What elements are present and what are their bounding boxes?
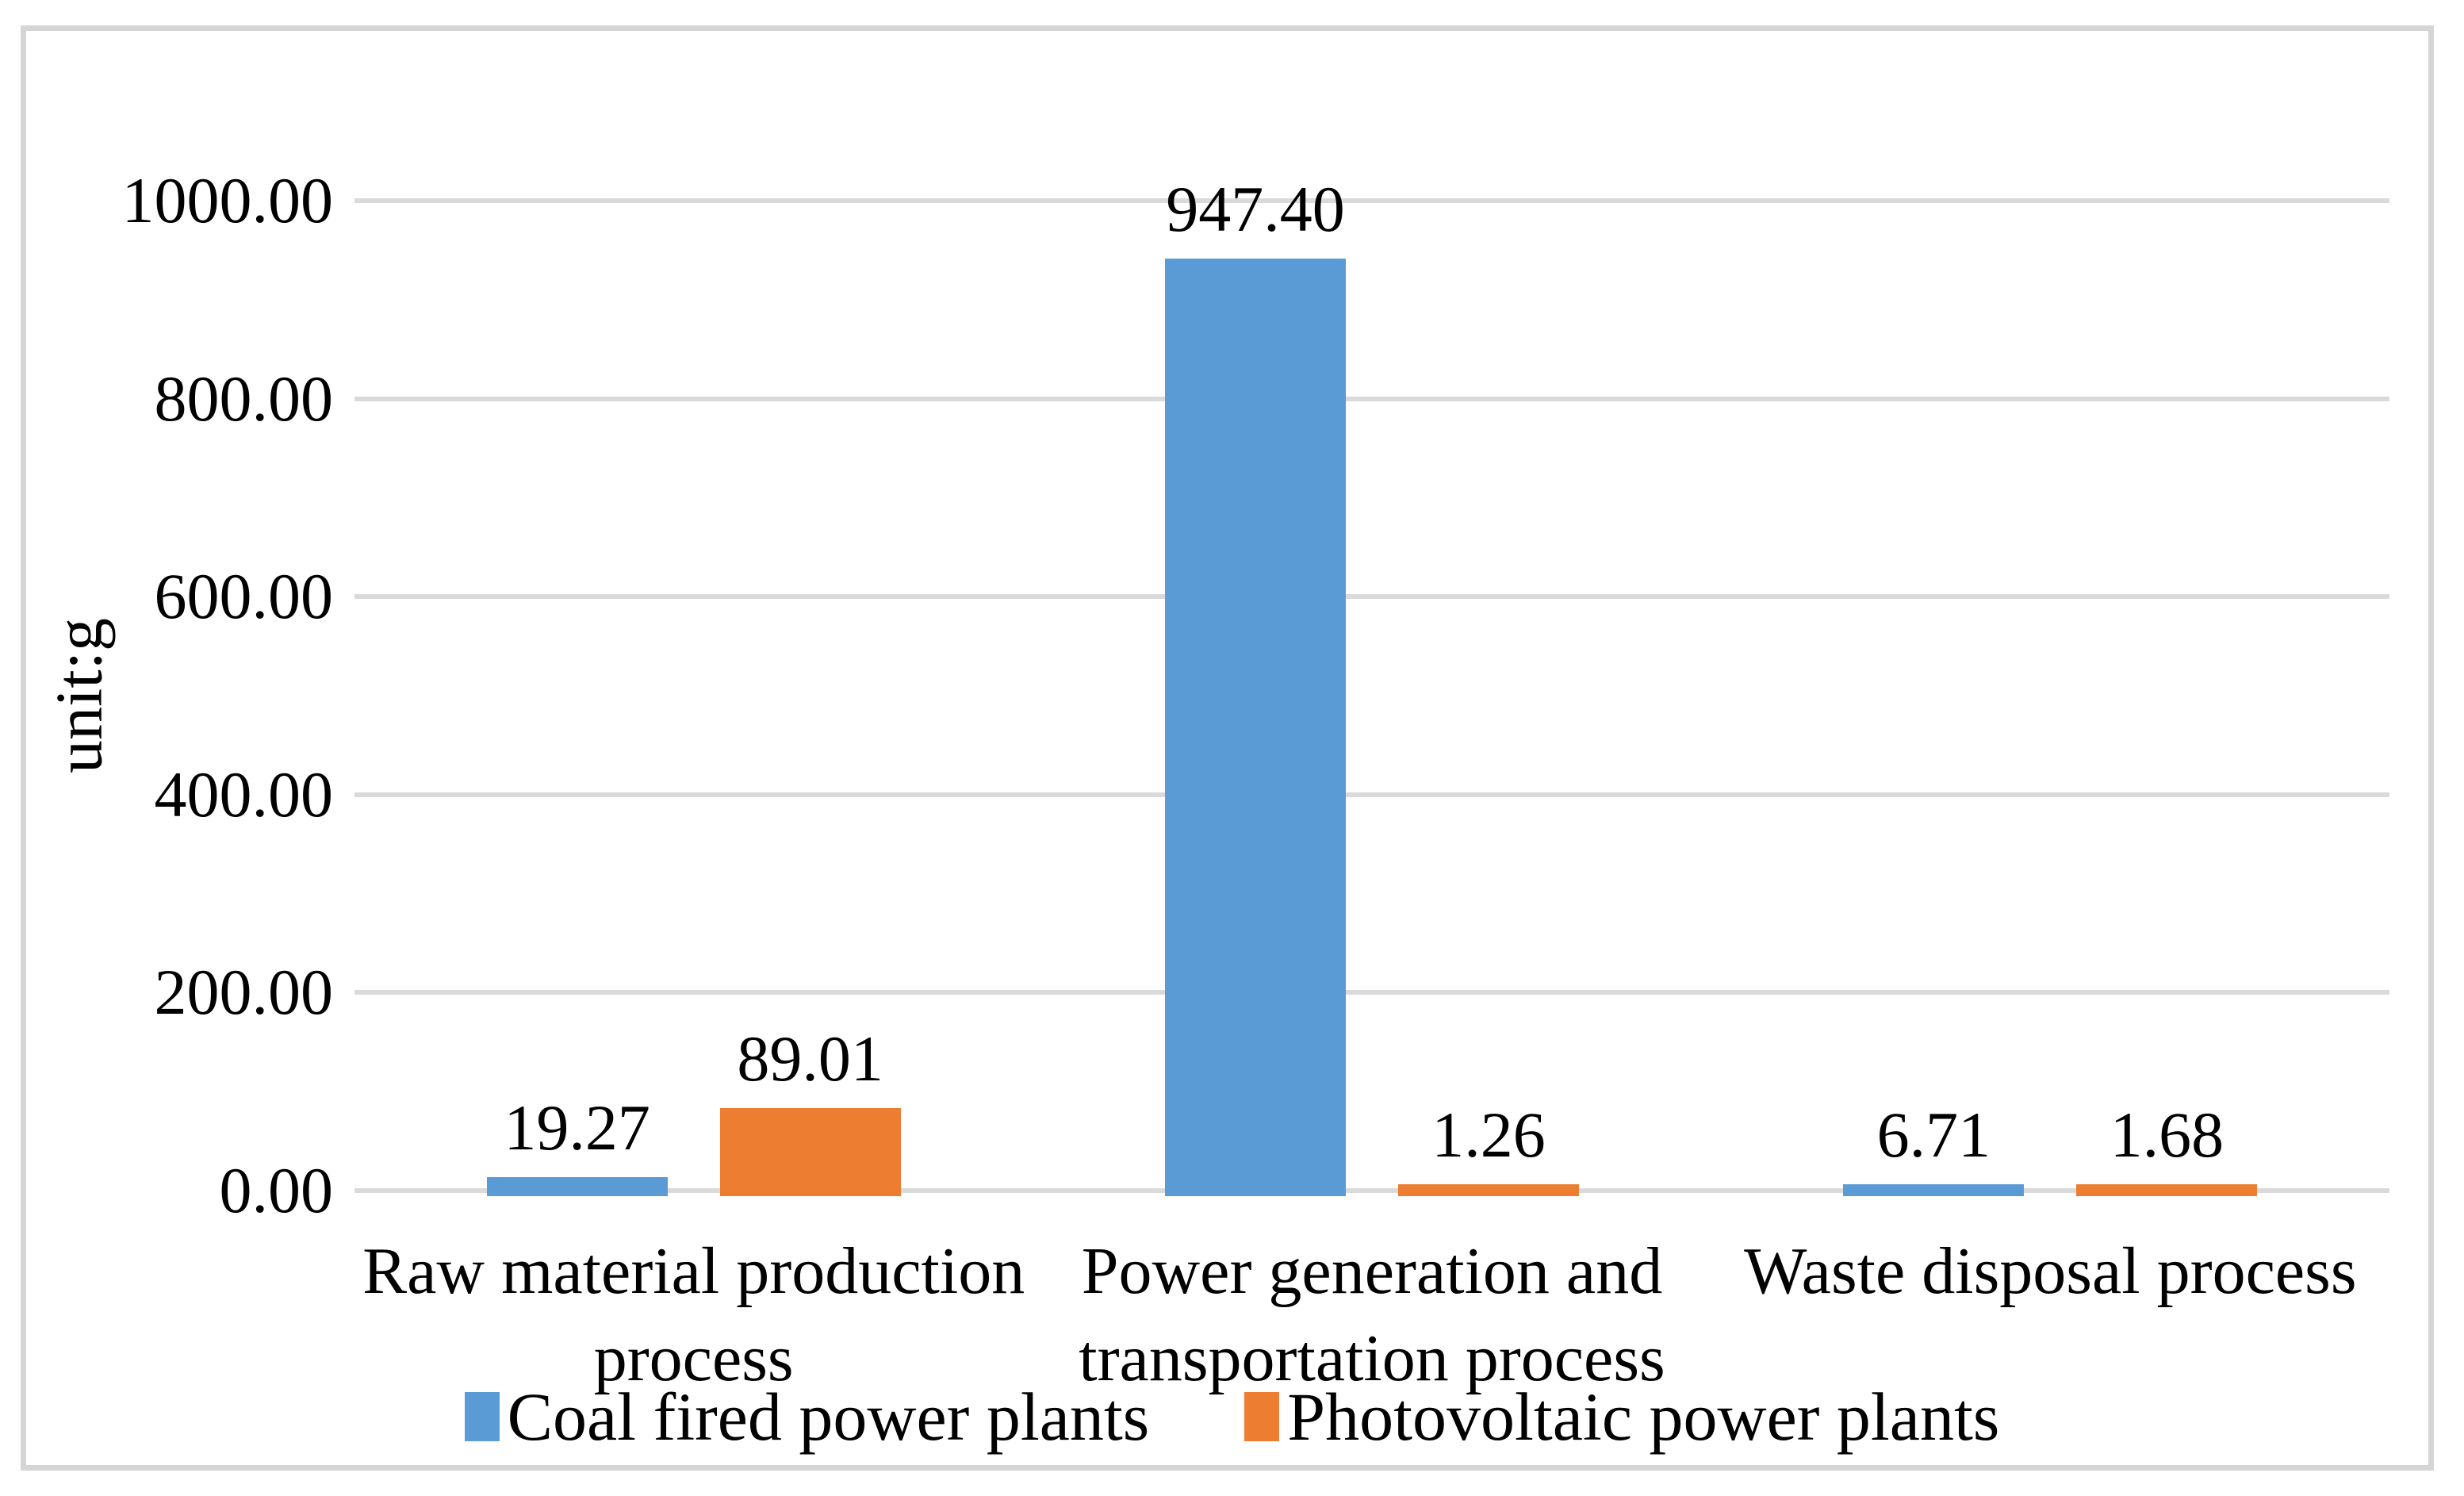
bar-coal-fired-power-plants-category-1 [486,1176,668,1196]
legend-item-photovoltaic-power-plants: Photovoltaic power plants [1244,1379,1999,1455]
category-label-waste-disposal-process: Waste disposal process [1744,1234,2357,1308]
data-label-photovoltaic-power-plants-category-2: 1.26 [1431,1099,1546,1171]
y-axis-title: unit:g [42,617,117,774]
category-label-raw-material-production: Raw material production process [362,1234,1025,1395]
category-label-power-generation-and: Power generation and transportation proc… [1079,1234,1665,1395]
gridline-0 [354,1188,2389,1193]
y-tick-label-200: 200.00 [154,956,334,1029]
bar-photovoltaic-power-plants-category-1 [719,1107,901,1196]
legend-swatch-photovoltaic-power-plants [1244,1392,1280,1441]
y-tick-label-0: 0.00 [219,1154,334,1226]
bar-coal-fired-power-plants-category-2 [1165,258,1346,1196]
gridline-800 [354,396,2389,401]
legend-label-photovoltaic-power-plants: Photovoltaic power plants [1287,1379,2000,1455]
data-label-coal-fired-power-plants-category-2: 947.40 [1166,172,1345,245]
legend-swatch-coal-fired-power-plants [464,1392,500,1441]
y-tick-label-400: 400.00 [154,758,334,830]
bar-coal-fired-power-plants-category-3 [1843,1184,2025,1196]
gridline-400 [354,792,2389,797]
legend: Coal fired power plants Photovoltaic powe… [0,1379,2464,1455]
y-tick-label-800: 800.00 [154,362,334,435]
data-label-photovoltaic-power-plants-category-3: 1.68 [2110,1099,2224,1171]
data-label-photovoltaic-power-plants-category-1: 89.01 [737,1022,883,1095]
legend-item-coal-fired-power-plants: Coal fired power plants [464,1379,1150,1455]
bar-photovoltaic-power-plants-category-3 [2076,1184,2258,1196]
gridline-200 [354,990,2389,995]
gridline-1000 [354,198,2389,203]
data-label-coal-fired-power-plants-category-1: 19.27 [504,1091,650,1164]
bar-photovoltaic-power-plants-category-2 [1398,1184,1579,1196]
y-tick-label-1000: 1000.00 [121,164,334,236]
data-label-coal-fired-power-plants-category-3: 6.71 [1876,1099,1991,1171]
legend-label-coal-fired-power-plants: Coal fired power plants [507,1379,1150,1455]
y-tick-label-600: 600.00 [154,560,334,633]
gridline-600 [354,594,2389,600]
